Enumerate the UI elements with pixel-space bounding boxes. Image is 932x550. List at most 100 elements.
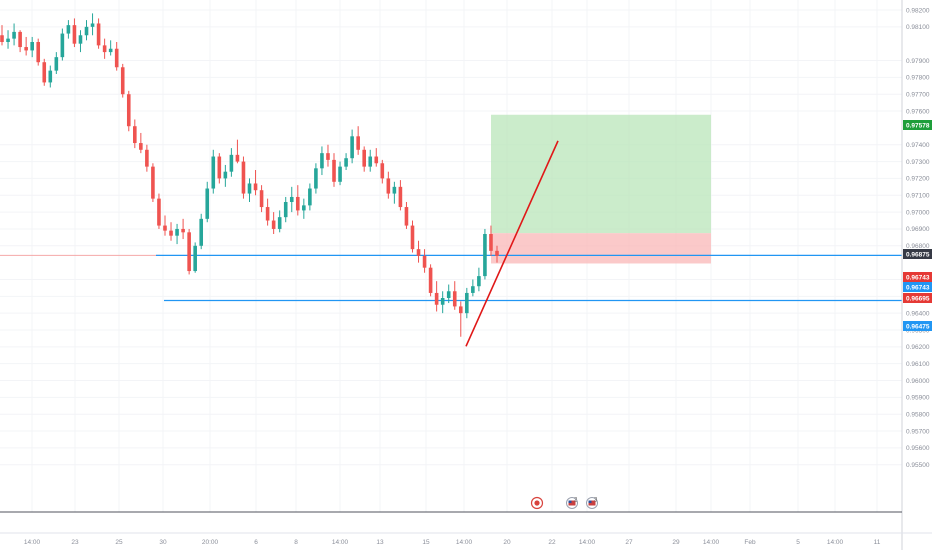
candle-body	[108, 48, 113, 53]
candle-body	[380, 163, 385, 179]
candle-body	[193, 245, 197, 272]
price-tag-label: 0.96743	[906, 274, 930, 281]
candle-body	[133, 126, 137, 144]
candle-body	[199, 218, 204, 246]
candle-body	[96, 23, 101, 46]
candle-body	[458, 306, 463, 314]
candle-body	[78, 35, 83, 44]
y-tick-label: 0.97400	[906, 142, 930, 149]
y-tick-label: 0.96800	[906, 243, 930, 250]
price-tag-last	[903, 249, 932, 259]
candle-body	[422, 255, 427, 268]
x-tick-label: 5	[796, 539, 800, 546]
price-tag-label: 0.96695	[906, 295, 930, 302]
price-tag-label: 0.96743	[906, 284, 930, 291]
candle-body	[295, 196, 300, 211]
y-tick-label: 0.96000	[906, 378, 930, 385]
flag-canton	[568, 500, 572, 503]
candle-body	[416, 249, 421, 256]
price-tag-target	[903, 120, 932, 130]
price-tag-label: 0.96875	[906, 251, 930, 258]
candle-body	[404, 207, 409, 226]
candle-body	[217, 156, 222, 179]
price-tag-label: 0.97578	[906, 122, 930, 129]
candle-body	[163, 225, 167, 231]
y-tick-label: 0.96200	[906, 344, 930, 351]
y-tick-label: 0.97000	[906, 209, 930, 216]
price-tag-stop	[903, 293, 932, 303]
x-tick-label: 23	[71, 539, 79, 546]
candle-body	[434, 292, 439, 305]
candle-body	[259, 190, 264, 208]
event-count-label: 3	[594, 498, 598, 504]
price-tag-hline	[903, 321, 932, 331]
candle-body	[36, 42, 41, 63]
price-tag-label: 0.96475	[906, 323, 930, 330]
x-tick-label: 20	[503, 539, 511, 546]
candle-body	[247, 183, 252, 194]
candle-body	[0, 35, 4, 42]
profit-zone	[491, 114, 711, 234]
y-tick-label: 0.95600	[906, 445, 930, 452]
candle-body	[368, 156, 373, 167]
event-count-label: 2	[574, 498, 578, 504]
x-tick-label: 29	[672, 539, 680, 546]
x-tick-label: 14:00	[24, 539, 41, 546]
candle-body	[314, 168, 318, 189]
candle-body	[60, 33, 65, 58]
candle-body	[271, 220, 276, 229]
y-tick-label: 0.97300	[906, 159, 930, 166]
candle-body	[483, 234, 487, 277]
candle-body	[344, 158, 348, 167]
candle-body	[72, 25, 77, 44]
flag-stripes	[588, 500, 596, 506]
candle-body	[187, 232, 191, 272]
candle-body	[223, 171, 228, 179]
x-tick-label: 13	[376, 539, 384, 546]
candlestick-series	[0, 13, 499, 337]
candle-body	[157, 198, 161, 226]
candle-body	[54, 57, 59, 71]
x-tick-label: 30	[159, 539, 167, 546]
candle-body	[374, 156, 379, 164]
candle-body	[66, 25, 71, 34]
candle-body	[90, 23, 95, 27]
y-tick-label: 0.97600	[906, 108, 930, 115]
y-tick-label: 0.95900	[906, 395, 930, 402]
trendline-drawing[interactable]	[465, 140, 559, 347]
candle-body	[446, 291, 451, 298]
candle-body	[326, 153, 330, 160]
candle-body	[211, 156, 216, 189]
x-tick-label: 20:00	[202, 539, 219, 546]
candle-body	[253, 183, 258, 191]
flag-stripes	[568, 500, 576, 506]
candle-body	[229, 154, 234, 172]
candle-body	[151, 166, 155, 199]
candle-body	[410, 225, 415, 250]
price-tags: 0.97578 0.96875 0.96743 0.96743 0.96695 0.964…	[903, 120, 932, 331]
long-position-tool[interactable]	[491, 114, 711, 264]
flag-canton	[588, 500, 592, 503]
candle-body	[235, 154, 240, 162]
candle-body	[362, 149, 366, 167]
horizontal-lines[interactable]	[0, 254, 902, 302]
x-tick-label: 25	[115, 539, 123, 546]
chart-grid	[0, 0, 902, 512]
candle-body	[386, 178, 391, 194]
y-tick-label: 0.97100	[906, 193, 930, 200]
y-tick-label: 0.97900	[906, 58, 930, 65]
x-tick-label: 14:00	[456, 539, 473, 546]
candle-body	[338, 166, 342, 182]
candle-body	[392, 186, 397, 194]
loss-zone	[491, 233, 711, 264]
y-tick-label: 0.97800	[906, 75, 930, 82]
candle-body	[308, 188, 312, 206]
x-tick-label: 14:00	[332, 539, 349, 546]
candle-body	[320, 153, 324, 169]
y-tick-label: 0.98200	[906, 7, 930, 14]
candle-body	[465, 292, 469, 314]
trendline	[465, 140, 559, 347]
